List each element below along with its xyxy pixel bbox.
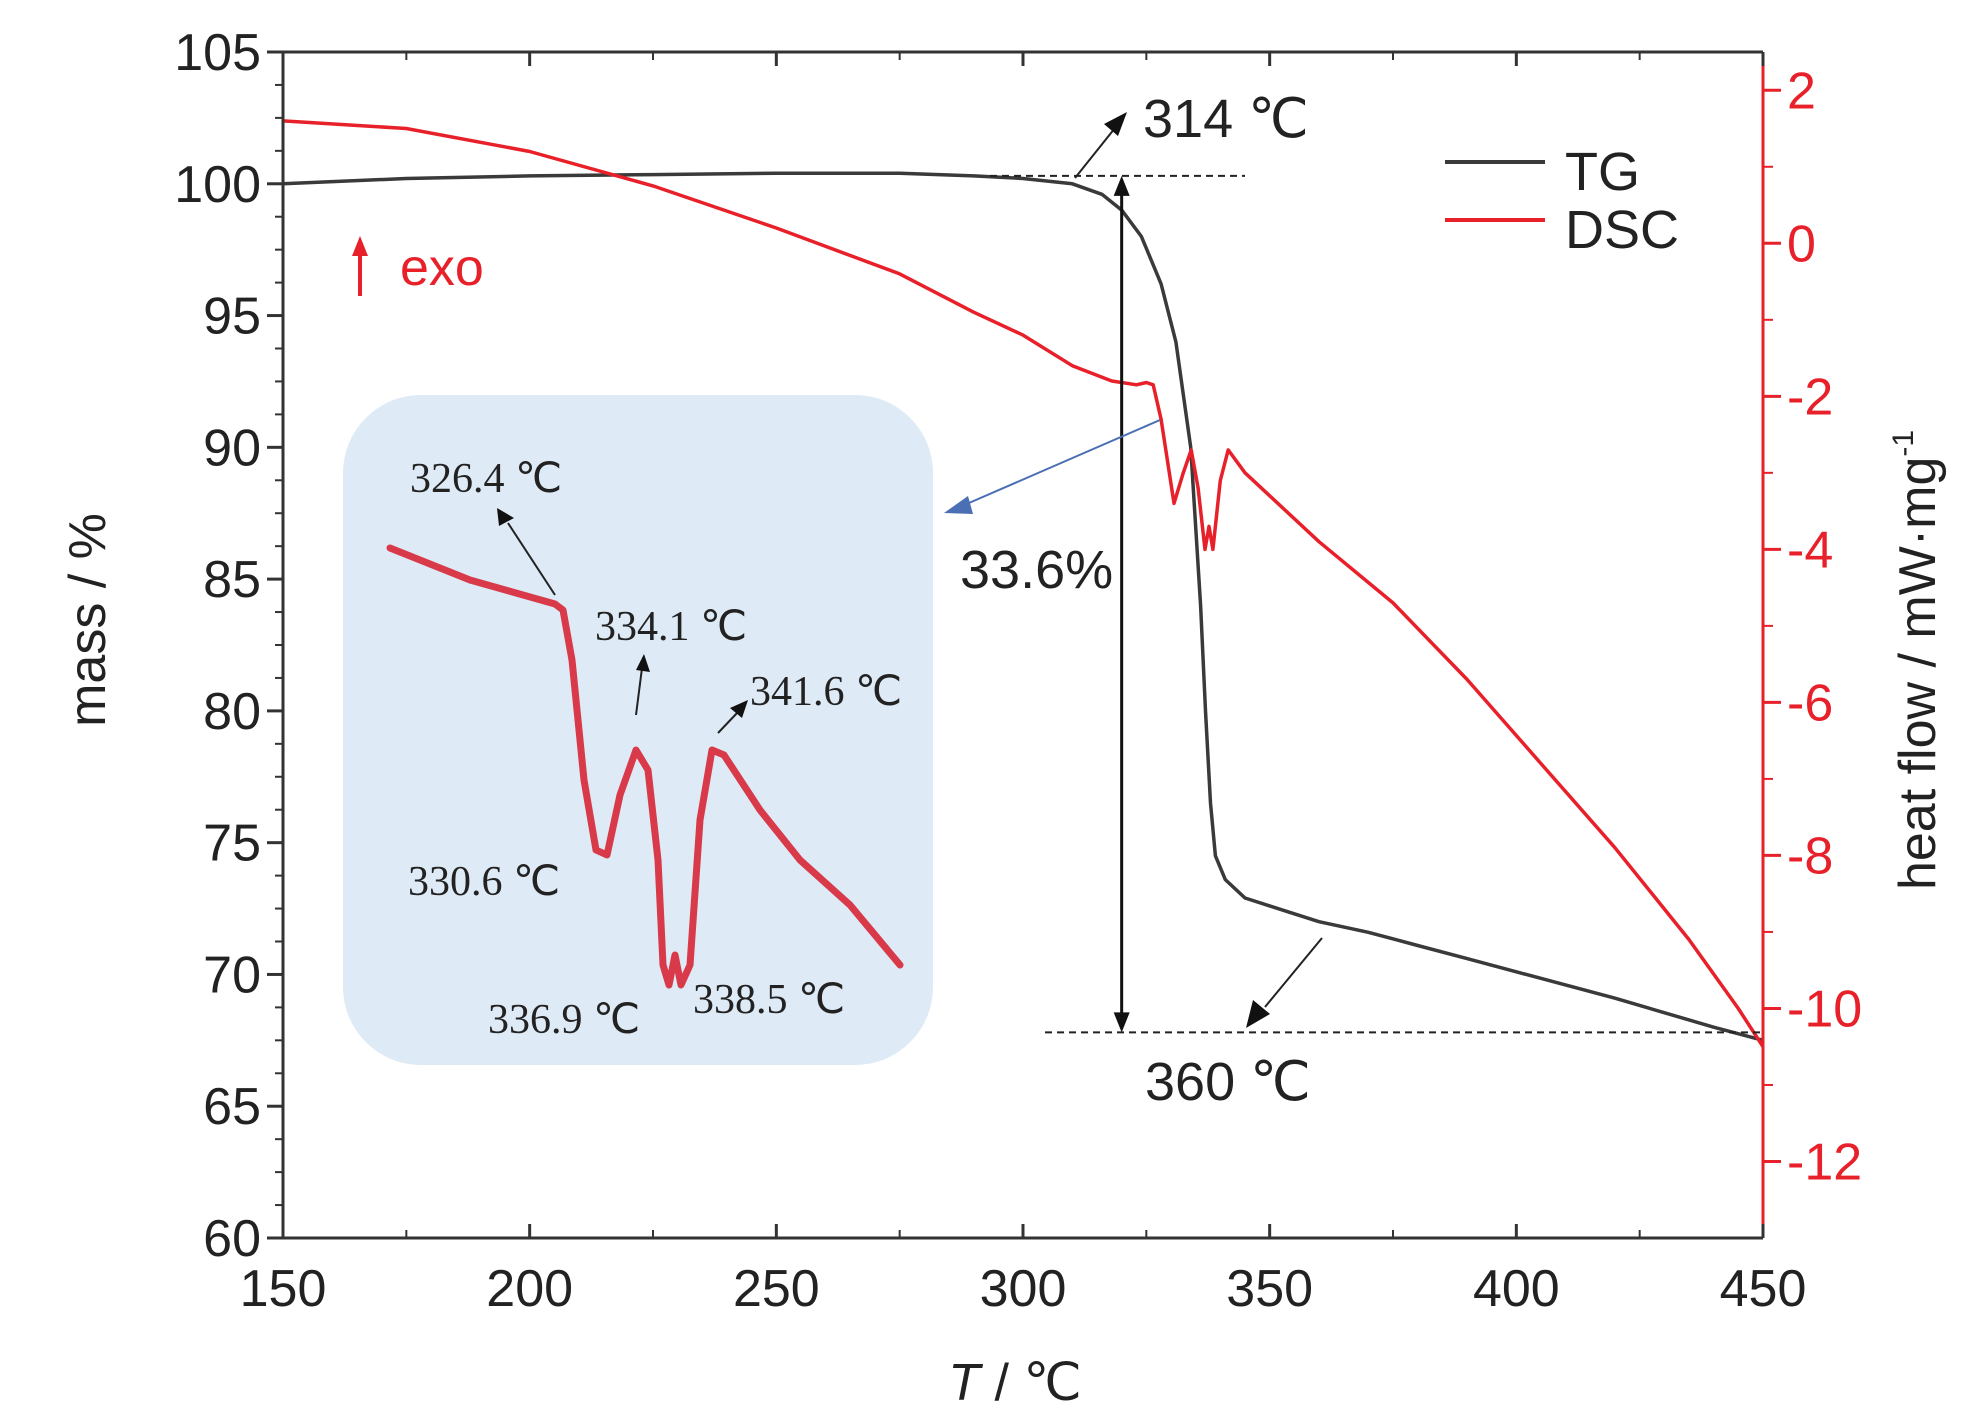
end-pointer-arrowhead-icon [1246, 1000, 1270, 1028]
y-right-tick-label: -10 [1787, 980, 1862, 1038]
x-tick-label: 450 [1720, 1260, 1807, 1318]
y-left-tick-label: 90 [203, 419, 261, 477]
y-right-axis-title-sup: -1 [1887, 430, 1920, 457]
x-tick-label: 200 [486, 1260, 573, 1318]
y-left-tick-label: 65 [203, 1078, 261, 1136]
series-line-tg [282, 171, 1764, 1042]
inset-pointer-line [961, 419, 1161, 507]
inset-peak-label: 338.5 ℃ [693, 977, 845, 1023]
y-right-tick-label: -6 [1787, 674, 1833, 732]
y-left-tick-label: 80 [203, 683, 261, 741]
exo-arrowhead-icon [352, 236, 368, 256]
x-axis-title-italic: T [948, 1354, 983, 1412]
exo-marker: exo [352, 236, 484, 297]
y-left-tick-label: 75 [203, 815, 261, 873]
inset-arrow-334-line [635, 667, 643, 716]
legend-label-dsc: DSC [1565, 200, 1679, 260]
x-tick-label: 150 [240, 1260, 327, 1318]
inset-arrow-341-line [717, 711, 739, 734]
inset-arrow-326-line [507, 522, 556, 596]
y-left-tick-label: 60 [203, 1210, 261, 1268]
end-pointer-line [1264, 937, 1323, 1008]
y-left-tick-label: 100 [174, 156, 261, 214]
x-tick-label: 300 [980, 1260, 1067, 1318]
y-right-tick-label: -8 [1787, 827, 1833, 885]
x-axis-title: T / ℃ [948, 1354, 1082, 1412]
series-line-dsc [282, 119, 1765, 1048]
y-right-tick-label: -2 [1787, 368, 1833, 426]
inset-peak-label: 336.9 ℃ [488, 997, 640, 1043]
y-left-tick-label: 70 [203, 946, 261, 1004]
x-tick-label: 350 [1226, 1260, 1313, 1318]
mass-loss-arrowhead-top-icon [1113, 175, 1130, 196]
exo-label: exo [400, 239, 484, 297]
y-right-tick-label: -12 [1787, 1133, 1862, 1191]
y-right-axis-title: heat flow / mW·mg-1 [1887, 430, 1947, 890]
legend-label-tg: TG [1565, 142, 1640, 202]
inset-arrow-334-icon [636, 654, 650, 672]
inset-dsc-curve [386, 544, 904, 989]
inset-arrow-326-icon [497, 508, 514, 526]
mass-loss-arrowhead-bottom-icon [1113, 1012, 1130, 1033]
legend: TG DSC [1445, 142, 1679, 260]
inset-arrow-341-icon [730, 700, 748, 718]
inset-peak-label: 334.1 ℃ [595, 604, 747, 650]
onset-pointer-line [1074, 127, 1116, 179]
end-label: 360 ℃ [1145, 1052, 1311, 1112]
y-right-tick-label: 0 [1787, 215, 1816, 273]
inset-background [343, 395, 933, 1065]
inset-peak-label: 330.6 ℃ [408, 859, 560, 905]
onset-pointer-arrowhead-icon [1104, 112, 1127, 136]
x-tick-label: 250 [733, 1260, 820, 1318]
mass-loss-label: 33.6% [960, 540, 1113, 600]
inset-peak-label: 341.6 ℃ [750, 669, 902, 715]
y-right-tick-label: 2 [1787, 62, 1816, 120]
onset-label: 314 ℃ [1143, 89, 1309, 149]
y-left-tick-label: 85 [203, 551, 261, 609]
y-right-tick-label: -4 [1787, 521, 1833, 579]
x-axis-title-rest: / ℃ [980, 1354, 1082, 1412]
y-left-axis-title: mass / % [59, 513, 117, 727]
y-left-tick-label: 105 [174, 24, 261, 82]
inset-pointer-arrowhead-icon [944, 496, 973, 514]
x-tick-label: 400 [1473, 1260, 1560, 1318]
y-left-tick-label: 95 [203, 288, 261, 346]
y-right-axis-title-main: heat flow / mW·mg [1889, 457, 1947, 890]
inset-peak-label: 326.4 ℃ [410, 456, 562, 502]
